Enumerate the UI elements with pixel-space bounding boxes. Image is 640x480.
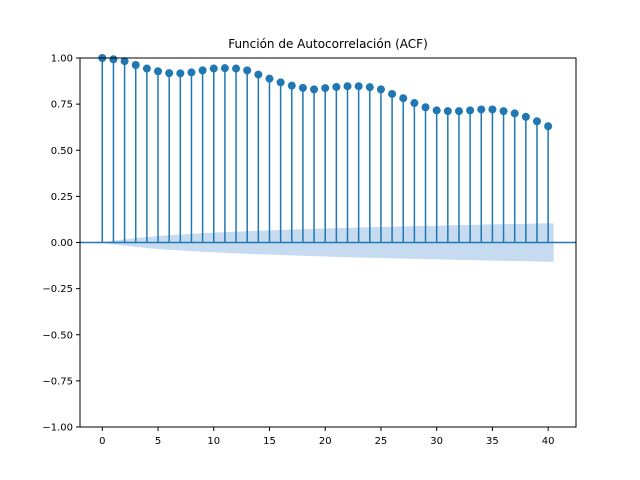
y-tick-label: −0.25 [42, 284, 73, 295]
acf-point [176, 69, 185, 78]
x-tick-label: 35 [486, 436, 499, 447]
acf-point [310, 85, 319, 94]
acf-point [209, 64, 218, 73]
acf-point [265, 74, 274, 83]
acf-point [532, 117, 541, 126]
acf-point [243, 66, 252, 75]
acf-point [388, 89, 397, 98]
acf-point [254, 70, 263, 79]
acf-point [544, 122, 553, 131]
x-tick-label: 30 [430, 436, 443, 447]
acf-point [165, 69, 174, 78]
acf-point [432, 106, 441, 115]
acf-point [510, 109, 519, 118]
acf-point [421, 103, 430, 112]
acf-point [376, 85, 385, 94]
y-tick-label: 0.00 [51, 238, 73, 249]
acf-point [477, 105, 486, 114]
acf-point [142, 64, 151, 73]
acf-point [131, 61, 140, 70]
x-tick-label: 15 [263, 436, 276, 447]
acf-point [343, 82, 352, 91]
y-tick-label: 0.75 [51, 100, 73, 111]
acf-point [120, 57, 129, 66]
acf-point [232, 64, 241, 73]
acf-point [399, 94, 408, 103]
y-tick-label: −1.00 [42, 423, 73, 434]
acf-point [154, 67, 163, 76]
x-tick-label: 10 [207, 436, 220, 447]
x-tick-label: 40 [542, 436, 555, 447]
acf-point [365, 83, 374, 92]
x-tick-label: 5 [155, 436, 161, 447]
acf-point [109, 55, 118, 64]
axis-layer: 0 5 10 15 20 25 30 35 40 −1.00 −0.75 −0.50 −0.25 0.00… [42, 54, 577, 447]
stem-layer [98, 54, 553, 243]
y-tick-label: 0.50 [51, 146, 73, 157]
y-tick-label: 1.00 [51, 54, 73, 65]
acf-point [321, 84, 330, 93]
y-tick-label: −0.75 [42, 376, 73, 387]
acf-point [287, 81, 296, 90]
x-tick-label: 0 [99, 436, 105, 447]
acf-point [198, 66, 207, 75]
acf-point [354, 82, 363, 91]
acf-point [521, 112, 530, 121]
acf-point [332, 82, 341, 91]
x-tick-label: 20 [319, 436, 332, 447]
acf-point [220, 64, 229, 73]
acf-point [410, 99, 419, 108]
acf-point [499, 107, 508, 116]
chart-title: Función de Autocorrelación (ACF) [228, 37, 428, 51]
acf-point [187, 68, 196, 77]
acf-point [276, 78, 285, 87]
acf-point [466, 106, 475, 115]
acf-point [298, 83, 307, 92]
acf-point [488, 105, 497, 114]
y-tick-label: −0.50 [42, 330, 73, 341]
acf-point [443, 107, 452, 116]
acf-point [454, 107, 463, 116]
x-tick-label: 25 [375, 436, 388, 447]
y-tick-label: 0.25 [51, 192, 73, 203]
